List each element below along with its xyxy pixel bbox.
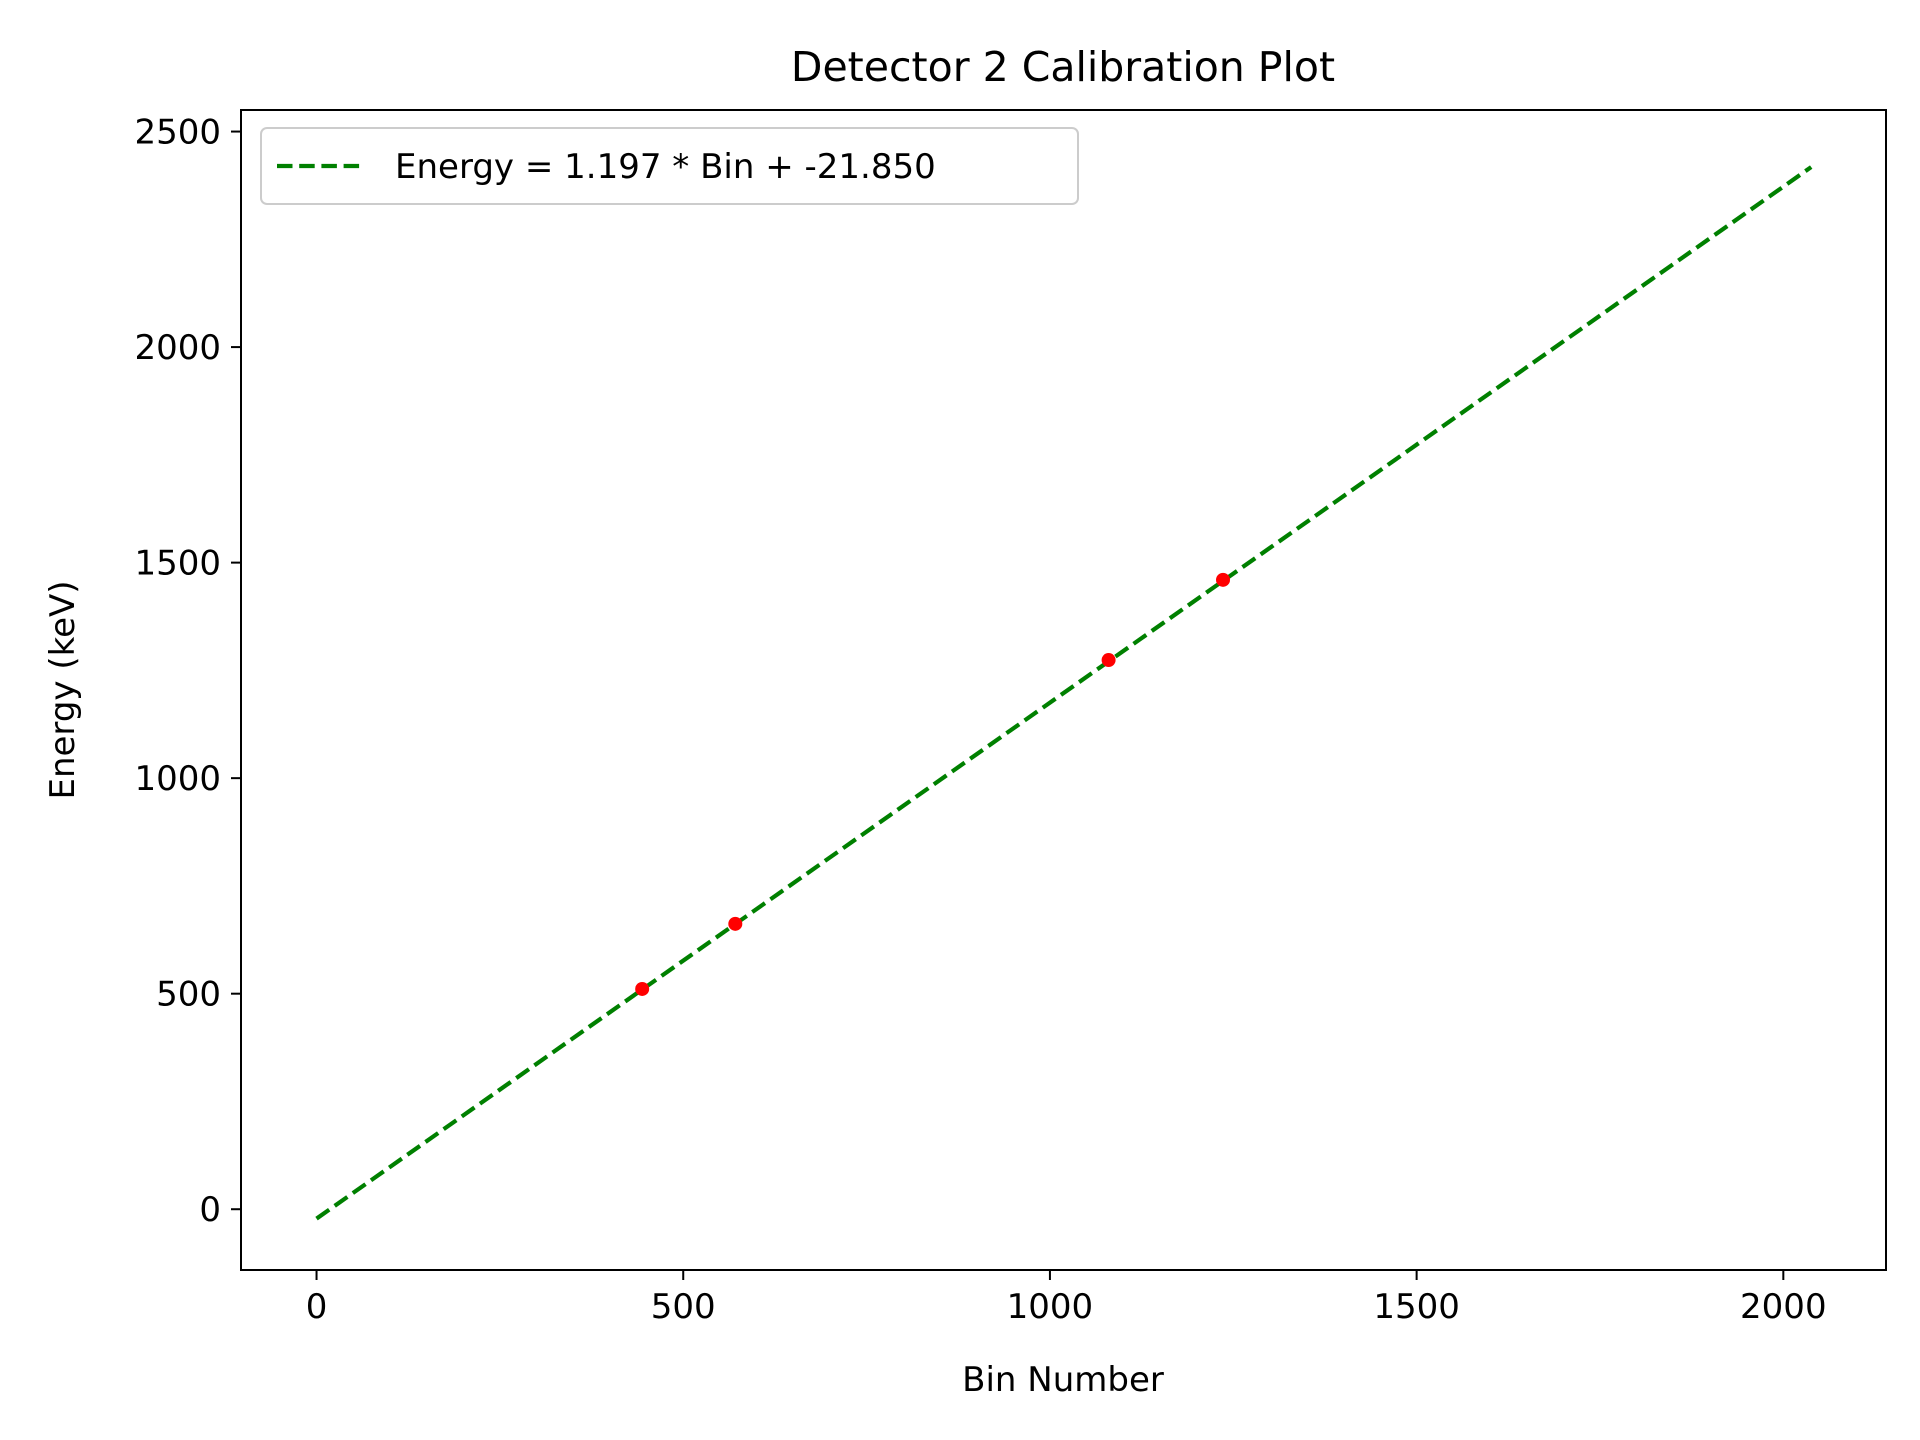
y-tick-label: 0 [199,1190,221,1230]
legend-box [260,127,1079,205]
data-point [1101,653,1116,668]
y-tick-label: 500 [156,975,221,1015]
x-tick-label: 1000 [1007,1287,1094,1327]
x-tick-label: 2000 [1740,1287,1827,1327]
data-point [635,981,650,996]
y-axis-label: Energy (keV) [43,580,83,799]
y-tick-label: 2000 [134,328,221,368]
legend: Energy = 1.197 * Bin + -21.850 [260,127,1079,205]
data-point [1216,572,1231,587]
y-tick-label: 1500 [134,544,221,584]
plot-frame [240,109,1887,1271]
data-point [728,916,743,931]
x-tick-label: 0 [306,1287,328,1327]
y-tick-label: 2500 [134,113,221,153]
y-tick-label: 1000 [134,759,221,799]
x-axis-ticks: 0 500 1000 1500 2000 [306,1270,1827,1327]
fit-line [315,165,1813,1221]
y-axis-ticks: 0 500 1000 1500 2000 2500 [134,113,241,1230]
legend-label: Energy = 1.197 * Bin + -21.850 [395,147,936,187]
chart-title: Detector 2 Calibration Plot [791,43,1335,91]
x-axis-label: Bin Number [962,1360,1164,1400]
data-points [635,572,1231,996]
x-tick-label: 500 [651,1287,716,1327]
x-tick-label: 1500 [1373,1287,1460,1327]
plot-content [315,165,1813,1221]
